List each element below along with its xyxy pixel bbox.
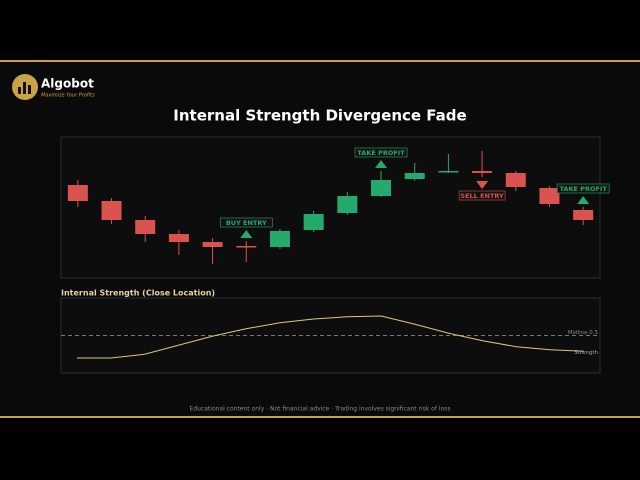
signal-box — [354, 147, 408, 158]
strength-line — [77, 315, 585, 359]
signal-arrow — [375, 160, 388, 168]
signal-label: TAKE PROFIT — [560, 185, 608, 193]
midline-label: Midline 0.5 — [568, 330, 599, 336]
signal-label: BUY ENTRY — [226, 219, 267, 227]
candle-body — [472, 171, 493, 173]
signal-arrow — [240, 230, 253, 238]
price-panel — [60, 136, 601, 279]
candle-body — [505, 173, 526, 187]
candle-body — [236, 246, 257, 248]
chart-title: Internal Strength Divergence Fade — [173, 107, 466, 125]
brand-name: Algobot — [41, 77, 94, 91]
indicator-title: Internal Strength (Close Location) — [61, 289, 215, 298]
series-label: Strength — [574, 350, 598, 356]
candle-body — [135, 220, 156, 234]
candle-body — [269, 231, 290, 247]
logo-bar — [28, 85, 31, 94]
logo-bar — [18, 87, 21, 94]
signal-arrow — [476, 181, 489, 189]
candle-body — [539, 188, 560, 204]
candle-body — [202, 242, 223, 247]
candle-body — [438, 171, 459, 173]
disclaimer: Educational content only · Not financial… — [190, 406, 451, 413]
candle-body — [371, 180, 392, 196]
logo-bar — [23, 82, 26, 94]
candle-body — [404, 173, 425, 179]
signal-arrow — [577, 196, 590, 204]
candle-body — [101, 201, 122, 220]
brand-tagline: Maximize Your Profits — [41, 93, 95, 99]
signal-box — [219, 217, 273, 228]
signal-label: SELL ENTRY — [460, 192, 504, 200]
candle-body — [168, 234, 189, 242]
signal-label: TAKE PROFIT — [357, 149, 405, 157]
candle-body — [573, 210, 594, 220]
candle-body — [303, 214, 324, 230]
signal-box — [458, 190, 506, 201]
candle-body — [67, 185, 88, 201]
signal-box — [556, 183, 610, 194]
candle-body — [337, 196, 358, 213]
logo: Algobot Maximize Your Profits — [12, 74, 95, 100]
